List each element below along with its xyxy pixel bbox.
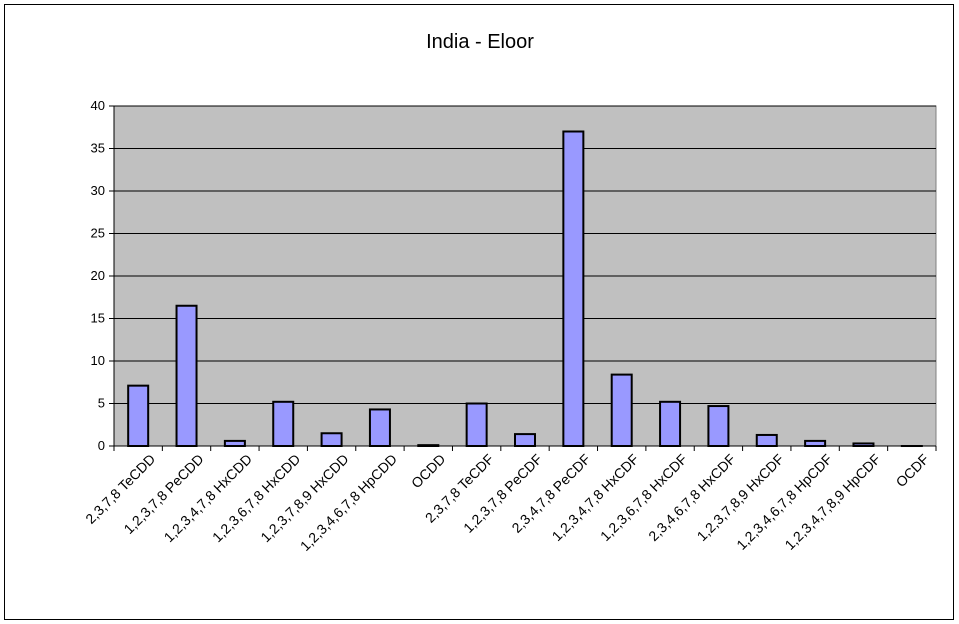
bars bbox=[127, 130, 923, 448]
y-tick-label: 5 bbox=[98, 396, 105, 411]
x-tick-label: OCDD bbox=[408, 451, 448, 491]
bar bbox=[514, 433, 536, 448]
bar bbox=[223, 439, 246, 447]
bar bbox=[272, 400, 295, 447]
bar bbox=[804, 439, 827, 447]
bar bbox=[562, 130, 585, 447]
y-tick-label: 25 bbox=[91, 226, 105, 241]
y-tick-label: 20 bbox=[91, 268, 105, 283]
bar bbox=[368, 408, 391, 448]
x-tick-label: 1,2,3,4,6,7,8 HpCDD bbox=[297, 451, 400, 554]
x-tick-label: 1,2,3,4,7,8,9 HpCDF bbox=[781, 451, 883, 553]
bar bbox=[127, 384, 150, 447]
bar bbox=[610, 373, 633, 448]
y-tick-label: 30 bbox=[91, 183, 105, 198]
bar bbox=[755, 433, 778, 448]
x-tick-label: 1,2,3,7,8,9 HxCDF bbox=[694, 451, 787, 544]
bar bbox=[707, 405, 730, 447]
bar bbox=[175, 304, 198, 447]
x-tick-label: 2,3,4,6,7,8 HxCDF bbox=[645, 451, 738, 544]
y-tick-label: 15 bbox=[91, 311, 105, 326]
x-tick-label: 1,2,3,7,8,9 HxCDD bbox=[257, 451, 351, 545]
bar bbox=[465, 402, 488, 447]
y-tick-label: 10 bbox=[91, 353, 105, 368]
bar bbox=[320, 432, 343, 447]
x-tick-label: 1,2,3,6,7,8 HxCDD bbox=[209, 451, 303, 545]
x-tick-label: 1,2,3,4,7,8 HxCDD bbox=[161, 451, 255, 545]
chart-title: India - Eloor bbox=[426, 31, 534, 53]
bar bbox=[659, 400, 682, 447]
y-tick-label: 0 bbox=[98, 438, 105, 453]
x-tick-label: 1,2,3,4,7,8 HxCDF bbox=[549, 451, 642, 544]
y-axis-ticks: 0 5 10 15 20 25 30 35 40 bbox=[91, 98, 114, 453]
x-tick-label: OCDF bbox=[893, 451, 932, 490]
y-tick-label: 40 bbox=[91, 98, 105, 113]
y-tick-label: 35 bbox=[91, 141, 105, 156]
x-tick-label: 1,2,3,6,7,8 HxCDF bbox=[597, 451, 690, 544]
gridlines bbox=[114, 105, 936, 404]
